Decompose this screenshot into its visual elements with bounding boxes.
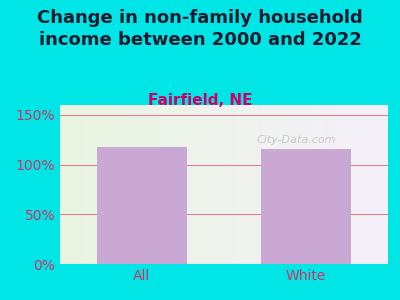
Text: City-Data.com: City-Data.com xyxy=(256,135,336,145)
Bar xyxy=(97,147,187,264)
Text: Change in non-family household
income between 2000 and 2022: Change in non-family household income be… xyxy=(37,9,363,49)
Text: Fairfield, NE: Fairfield, NE xyxy=(148,93,252,108)
Bar xyxy=(261,149,351,264)
